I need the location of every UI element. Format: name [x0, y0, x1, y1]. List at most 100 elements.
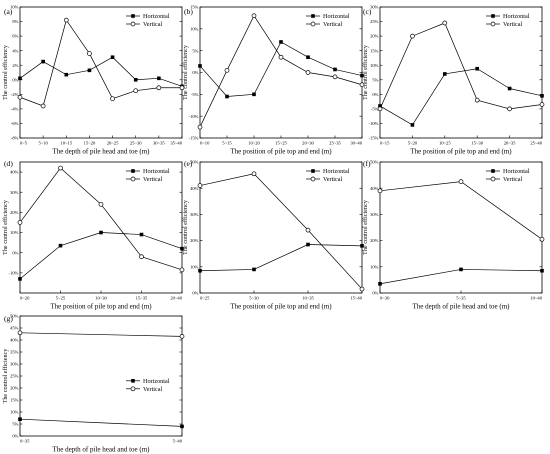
x-tick-label: 5~30 — [249, 296, 259, 301]
data-point — [198, 268, 202, 273]
y-axis-label: The control efficiency — [362, 199, 369, 255]
data-point — [540, 268, 544, 273]
chart-panel-f: (f) 0% 10% 20% 30% 40% 50% 0~30 5~35 10~40 The dep… — [362, 159, 545, 311]
y-tick-label: 20% — [370, 238, 379, 243]
y-tick-label: -5% — [191, 92, 199, 97]
y-tick-label: 30% — [370, 5, 379, 10]
series-line — [379, 269, 543, 285]
panel-label: (d) — [4, 159, 13, 168]
data-point — [377, 106, 383, 112]
series-line — [19, 232, 183, 280]
panel-label: (f) — [363, 159, 371, 168]
y-tick-label: 10% — [10, 410, 19, 415]
data-point — [224, 67, 230, 73]
y-tick-label: 15% — [190, 5, 199, 10]
y-tick-label: 40% — [370, 186, 379, 191]
data-point — [198, 64, 202, 68]
series-line — [199, 244, 363, 272]
legend-marker — [490, 176, 496, 182]
data-point — [197, 124, 203, 130]
x-tick-label: 0~15 — [380, 141, 390, 146]
legend-entry: Vertical — [143, 21, 163, 28]
y-tick-label: 10% — [190, 26, 199, 31]
series-line — [199, 15, 363, 128]
legend-marker — [130, 176, 136, 182]
chart-panel-g: (g) 0% 5% 10% 15% 20% 25% 30% 35% 40% 45% 50% 0~35 5~… — [2, 314, 185, 454]
plot-frame — [379, 6, 543, 139]
x-tick-label: 35~40 — [170, 141, 182, 146]
panel-label: (b) — [184, 7, 193, 16]
series-horizontal — [198, 242, 364, 273]
data-point — [360, 244, 364, 248]
data-point — [133, 88, 139, 94]
data-point — [17, 220, 23, 225]
legend-marker — [310, 21, 316, 27]
data-point — [110, 96, 115, 102]
y-tick-label: 30% — [370, 212, 379, 217]
series-line — [19, 167, 183, 271]
x-axis-label: The depth of pile head and toe (m) — [413, 303, 511, 311]
data-point — [377, 188, 383, 194]
y-tick-label: -6% — [11, 121, 19, 126]
data-point — [98, 201, 104, 207]
legend-marker — [130, 21, 136, 27]
data-point — [87, 51, 92, 56]
data-point — [507, 106, 512, 112]
x-tick-label: 0~20 — [20, 296, 30, 301]
x-tick-label: 10~40 — [530, 296, 542, 301]
legend-marker — [491, 14, 495, 18]
x-tick-label: 5~20 — [408, 141, 418, 146]
legend-marker — [131, 379, 135, 383]
x-tick-label: 5~35 — [456, 296, 466, 301]
data-point — [306, 55, 310, 60]
series-vertical — [377, 179, 545, 242]
series-vertical — [197, 13, 365, 130]
x-tick-label: 25~30 — [130, 141, 142, 146]
data-point — [475, 66, 479, 71]
data-point — [333, 67, 337, 72]
y-tick-label: -8% — [11, 136, 19, 141]
series-line — [19, 418, 183, 427]
y-tick-label: -5% — [371, 106, 379, 111]
data-point — [332, 74, 338, 80]
y-tick-label: 0% — [192, 70, 198, 75]
y-tick-label: -4% — [11, 106, 19, 111]
x-tick-label: 30~35 — [153, 141, 165, 146]
plot-frame — [19, 6, 183, 139]
legend-entry: Horizontal — [323, 13, 350, 20]
series-vertical — [377, 20, 545, 112]
data-point — [305, 70, 311, 75]
y-tick-label: 15% — [370, 48, 379, 53]
series-vertical — [17, 17, 185, 109]
series-vertical — [17, 330, 185, 339]
chart-panel-e: (e) 0% 10% 20% 30% 40% 50% 0~25 5~30 10~35 15~40 Th… — [182, 159, 365, 311]
legend-marker — [311, 14, 315, 18]
data-point — [443, 72, 447, 76]
series-line — [379, 181, 543, 240]
y-axis-label: The control efficiency — [182, 44, 189, 100]
y-tick-label: 20% — [10, 210, 19, 215]
legend-marker — [130, 386, 136, 392]
data-point — [507, 86, 512, 91]
data-point — [539, 102, 545, 107]
y-tick-label: 10% — [10, 5, 19, 10]
panel-label: (g) — [4, 314, 13, 323]
y-tick-label: 10% — [370, 264, 379, 269]
legend-entry: Horizontal — [143, 168, 170, 175]
y-tick-label: 5% — [372, 77, 378, 82]
data-point — [180, 424, 184, 429]
legend-entry: Vertical — [143, 176, 163, 183]
legend-entry: Vertical — [503, 21, 523, 28]
x-tick-label: 10~20 — [248, 141, 260, 146]
data-point — [41, 59, 45, 64]
data-point — [225, 94, 229, 99]
x-tick-label: 0~10 — [200, 141, 210, 146]
data-point — [179, 334, 185, 339]
x-tick-label: 5~25 — [56, 296, 66, 301]
data-point — [156, 85, 162, 91]
x-tick-label: 20~35 — [504, 141, 516, 146]
y-tick-label: 5% — [12, 422, 18, 427]
y-tick-label: 5% — [192, 48, 198, 53]
